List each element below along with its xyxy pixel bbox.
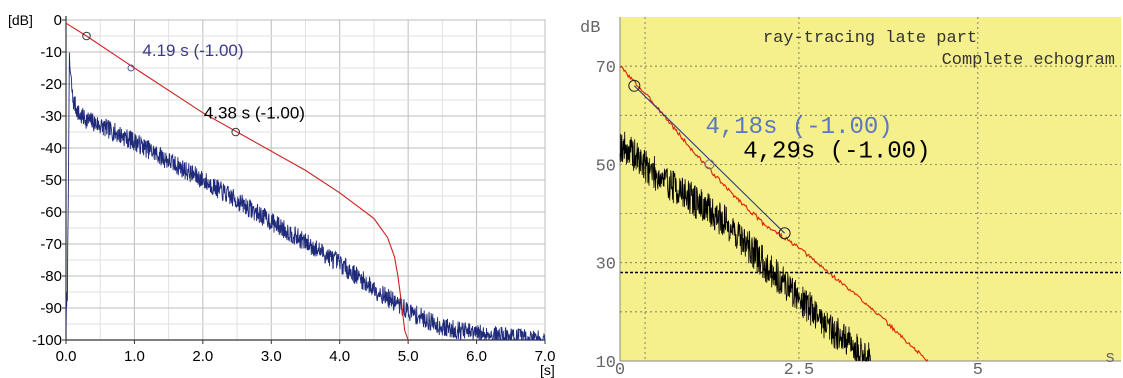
left-marker [231, 127, 241, 137]
right-y-tick-label: 30 [596, 256, 616, 275]
right-ticks: 0 2.5 5 70 50 30 10 [596, 59, 983, 378]
right-plot-background [620, 17, 1121, 361]
left-y-tick-label: -100 [32, 332, 62, 349]
left-ticks: 0.0 1.0 2.0 3.0 4.0 5.0 6.0 7.0 0 -10 -20 -30 -40 -50… [32, 12, 555, 365]
right-chart-subtitle: Complete echogram [942, 51, 1115, 70]
right-y-tick-label: 10 [596, 354, 616, 373]
right-x-tick-label: 5 [973, 361, 983, 378]
left-x-tick-label: 2.0 [192, 348, 213, 365]
left-marker [127, 64, 135, 72]
left-marker [82, 31, 91, 41]
left-y-tick-label: -60 [40, 204, 62, 221]
left-y-tick-label: -70 [40, 236, 62, 253]
left-x-tick-label: 0.0 [56, 348, 77, 365]
left-chart: 0.0 1.0 2.0 3.0 4.0 5.0 6.0 7.0 0 -10 -20 -30 -40 -50… [8, 12, 555, 378]
right-series-decay [619, 66, 929, 362]
left-x-tick-label: 5.0 [398, 348, 419, 365]
right-marker [704, 159, 715, 170]
right-grid [619, 17, 1121, 362]
left-y-axis-label: [dB] [8, 12, 33, 28]
right-y-tick-label: 50 [596, 157, 616, 176]
left-y-tick-label: -50 [40, 172, 62, 189]
right-markers [628, 79, 791, 240]
left-x-tick-label: 3.0 [261, 348, 282, 365]
right-y-tick-label: 70 [596, 59, 616, 78]
right-x-tick-label: 2.5 [784, 361, 815, 378]
right-chart: 0 2.5 5 70 50 30 10 dB s ray-tracing late part… [580, 17, 1121, 378]
right-annotation-rt-black: 4,29s (-1.00) [743, 139, 930, 166]
left-series-echogram [65, 52, 546, 342]
left-annotation-rt-black: 4.38 s (-1.00) [204, 103, 305, 122]
left-series-decay [65, 22, 409, 341]
left-y-tick-label: -30 [40, 108, 62, 125]
right-marker [628, 79, 641, 92]
right-marker [778, 227, 791, 240]
left-x-tick-label: 4.0 [329, 348, 350, 365]
left-x-axis-label: [s] [540, 362, 555, 378]
left-y-tick-label: -90 [40, 300, 62, 317]
left-series [65, 22, 546, 342]
left-x-tick-label: 6.0 [466, 348, 487, 365]
left-y-tick-label: 0 [54, 12, 62, 29]
right-annotation-rt-blue: 4,18s (-1.00) [705, 114, 892, 141]
left-y-tick-label: -80 [40, 268, 62, 285]
left-markers [82, 31, 241, 137]
left-y-tick-label: -20 [40, 76, 62, 93]
right-chart-title: ray-tracing late part [763, 29, 977, 48]
right-y-axis-label: dB [580, 19, 600, 38]
left-x-tick-label: 7.0 [535, 348, 556, 365]
left-y-tick-label: -40 [40, 140, 62, 157]
left-grid [65, 16, 546, 341]
right-x-tick-label: 0 [615, 361, 625, 378]
left-x-tick-label: 1.0 [124, 348, 145, 365]
right-x-axis-label: s [1105, 349, 1115, 368]
left-annotation-rt-blue: 4.19 s (-1.00) [142, 41, 243, 60]
left-y-tick-label: -10 [40, 44, 62, 61]
right-series-echogram [619, 131, 871, 362]
